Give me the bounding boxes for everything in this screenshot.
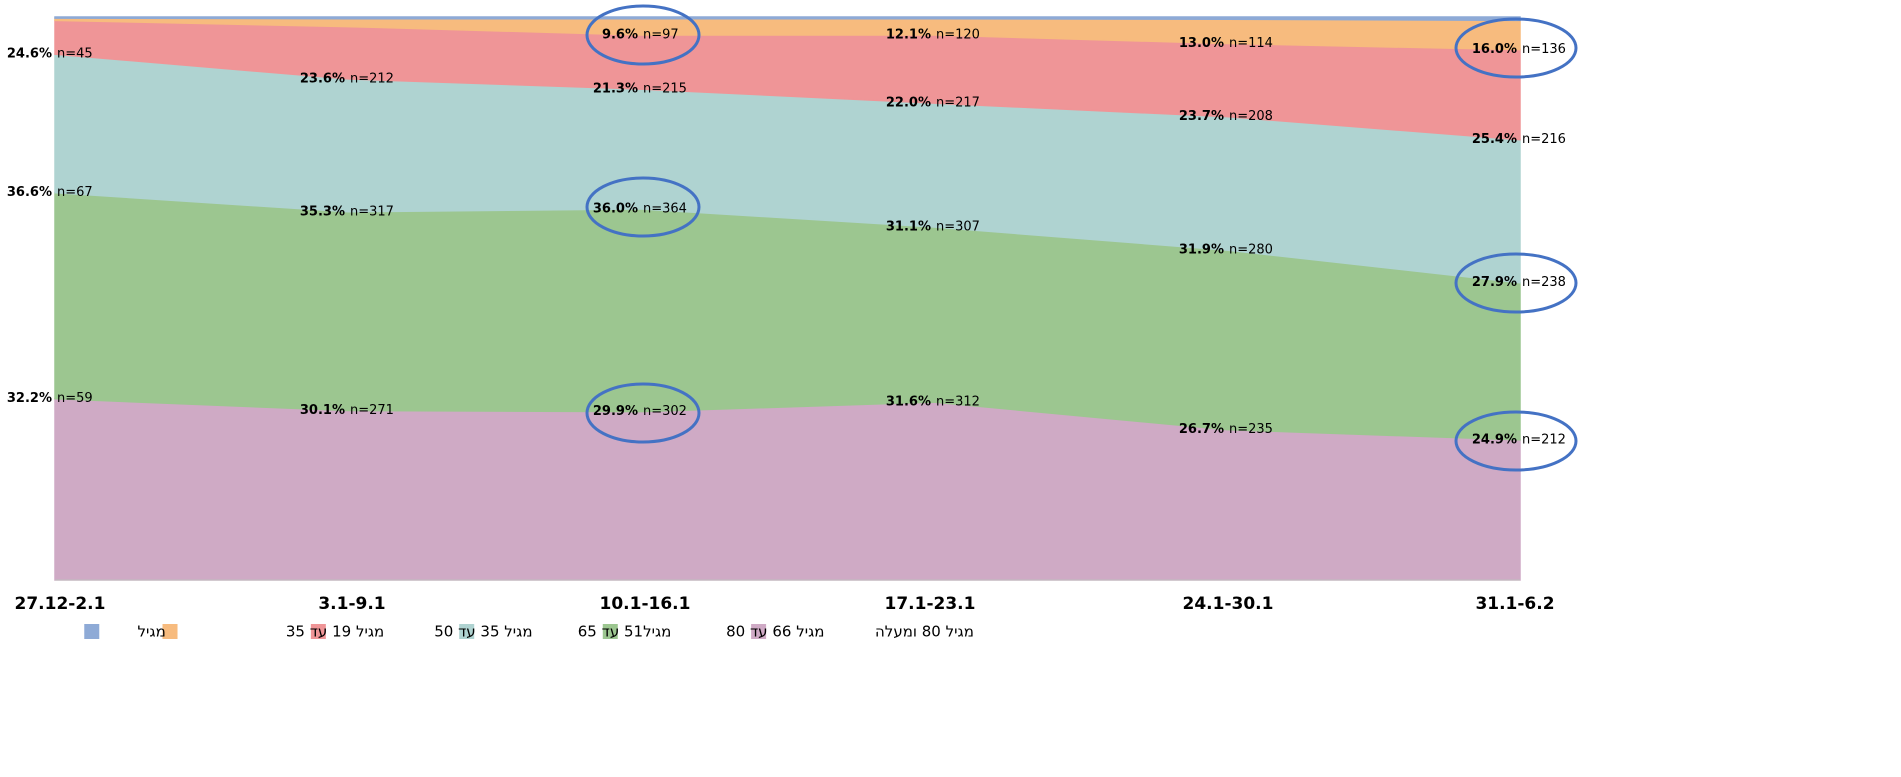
legend-swatch <box>751 624 767 639</box>
data-label: 35.3% <box>300 204 345 219</box>
data-label: 23.6% <box>300 71 345 86</box>
data-label: 16.0% <box>1472 42 1517 57</box>
data-label: 29.9% <box>593 404 638 419</box>
count-label: n=67 <box>57 185 93 200</box>
count-label: n=235 <box>1229 422 1273 437</box>
count-label: n=317 <box>350 204 394 219</box>
data-label: 26.7% <box>1179 422 1224 437</box>
count-label: n=217 <box>936 96 980 111</box>
count-label: n=238 <box>1522 275 1566 290</box>
highlight-circle <box>1454 17 1578 79</box>
x-tick-label: 10.1-16.1 <box>600 594 691 614</box>
count-label: n=212 <box>1522 432 1566 447</box>
legend-label: מגיל51 עד 65 <box>578 623 672 641</box>
data-label: 12.1% <box>886 28 931 43</box>
count-label: n=45 <box>57 47 93 62</box>
x-tick-label: 17.1-23.1 <box>885 594 976 614</box>
legend-label: מגיל 19 עד 35 <box>286 623 384 641</box>
count-label: n=114 <box>1229 36 1273 51</box>
count-label: n=97 <box>643 28 679 43</box>
highlight-circle <box>1454 410 1578 472</box>
highlight-circle <box>585 4 701 66</box>
highlight-circle <box>1454 252 1578 314</box>
count-label: n=212 <box>350 71 394 86</box>
x-tick-label: 27.12-2.1 <box>15 594 106 614</box>
legend-swatch <box>310 624 326 639</box>
highlight-circle <box>585 382 701 444</box>
count-label: n=271 <box>350 403 394 418</box>
labels: 32.2% n=59 30.1% n=271 29.9% n=302 31.6% n=312 2… <box>7 28 1566 448</box>
legend-label: מגיל 66 עד 80 <box>726 623 824 641</box>
data-label: 13.0% <box>1179 36 1224 51</box>
data-label: 21.3% <box>593 82 638 97</box>
legend-label: מגיל 35 עד 50 <box>434 623 532 641</box>
areas <box>54 16 1521 581</box>
data-label: 24.9% <box>1472 432 1517 447</box>
data-label: 31.6% <box>886 395 931 410</box>
data-label: 27.9% <box>1472 275 1517 290</box>
data-label: 36.6% <box>7 185 52 200</box>
data-label: 31.1% <box>886 219 931 234</box>
data-label: 36.0% <box>593 201 638 216</box>
legend-swatch <box>602 624 618 639</box>
data-label: 31.9% <box>1179 243 1224 258</box>
legend-swatch <box>162 624 178 639</box>
count-label: n=215 <box>643 82 687 97</box>
count-label: n=59 <box>57 391 93 406</box>
legend-swatch <box>459 624 475 639</box>
data-label: 25.4% <box>1472 132 1517 147</box>
count-label: n=307 <box>936 219 980 234</box>
data-label: 22.0% <box>886 96 931 111</box>
count-label: n=120 <box>936 28 980 43</box>
data-label: 24.6% <box>7 47 52 62</box>
count-label: n=302 <box>643 404 687 419</box>
legend-label: מגיל 80 ומעלה <box>875 623 974 641</box>
legend-swatch <box>84 624 100 639</box>
count-label: n=312 <box>936 395 980 410</box>
data-label: 30.1% <box>300 403 345 418</box>
count-label: n=364 <box>643 201 687 216</box>
x-tick-label: 24.1-30.1 <box>1183 594 1274 614</box>
count-label: n=136 <box>1522 42 1566 57</box>
data-label: 23.7% <box>1179 109 1224 124</box>
legend-label: מגיל <box>138 623 166 641</box>
data-label: 32.2% <box>7 391 52 406</box>
highlight-circle <box>585 176 701 238</box>
count-label: n=280 <box>1229 243 1273 258</box>
data-label: 9.6% <box>602 28 638 43</box>
count-label: n=216 <box>1522 132 1566 147</box>
x-tick-label: 3.1-9.1 <box>318 594 385 614</box>
x-tick-label: 31.1-6.2 <box>1475 594 1554 614</box>
count-label: n=208 <box>1229 109 1273 124</box>
highlight-circles <box>585 4 1578 472</box>
